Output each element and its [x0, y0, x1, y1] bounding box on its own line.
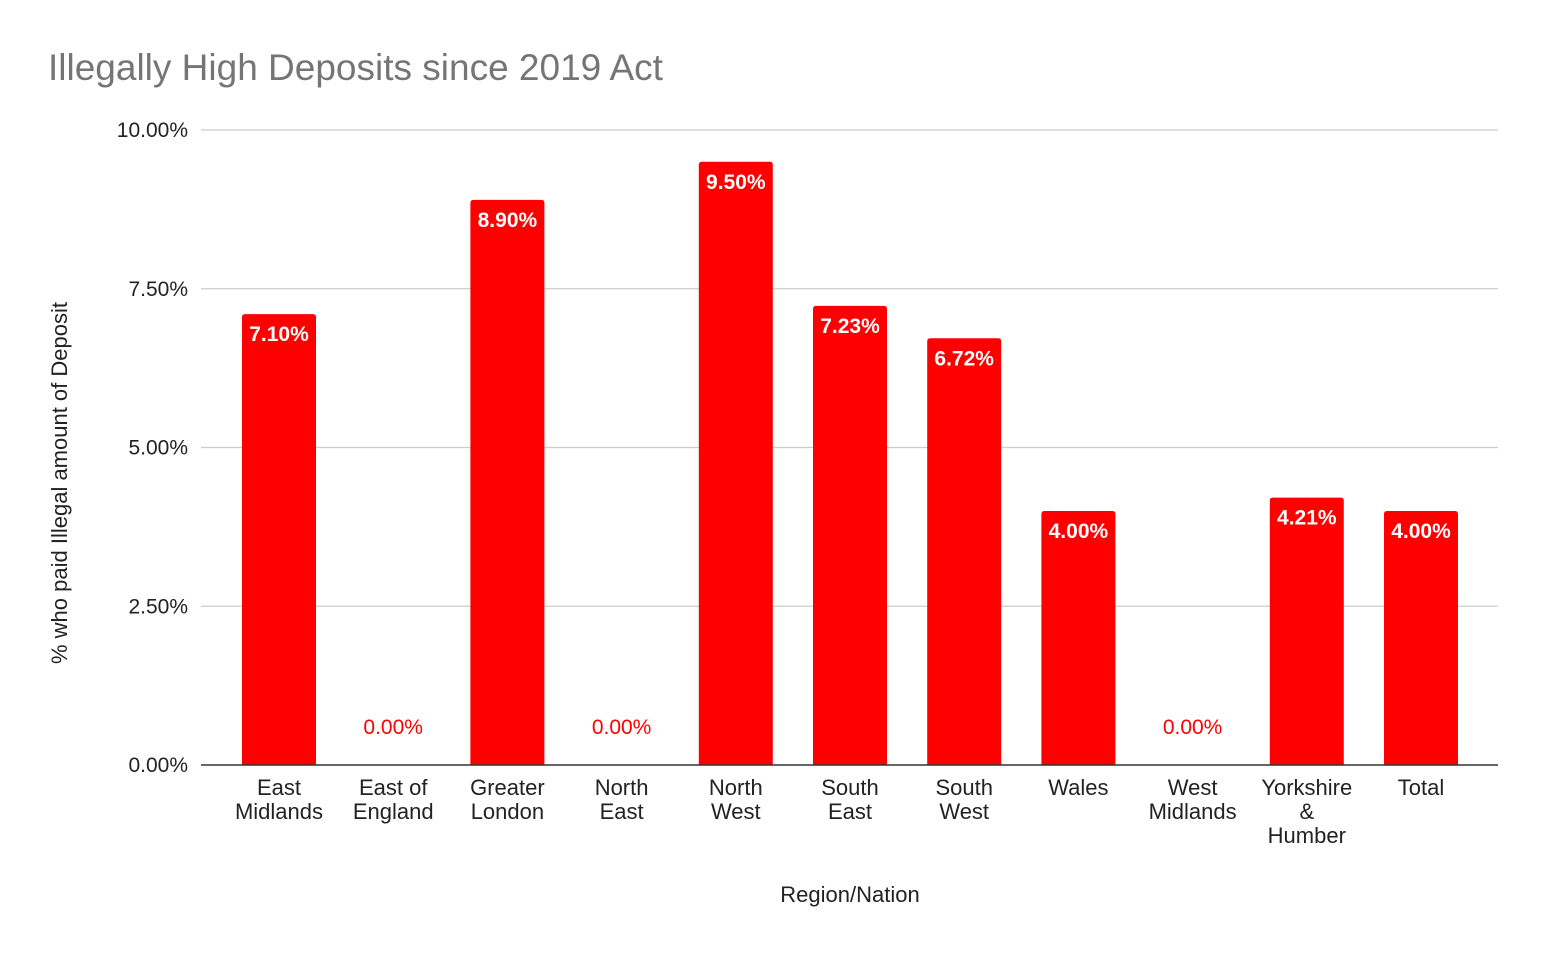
x-tick-label: North — [709, 775, 763, 800]
bar — [927, 338, 1002, 765]
y-tick-label: 5.00% — [128, 437, 188, 460]
x-tick-label: & — [1299, 799, 1314, 824]
x-tick-label: North — [595, 775, 649, 800]
data-label: 8.90% — [478, 209, 538, 232]
x-tick-label: Humber — [1268, 823, 1346, 848]
x-tick-label: East — [828, 799, 872, 824]
data-label: 9.50% — [706, 171, 766, 194]
data-label: 4.00% — [1049, 520, 1109, 543]
data-label: 6.72% — [934, 347, 994, 370]
bar — [470, 199, 545, 766]
data-label: 7.23% — [820, 315, 880, 338]
x-tick-label: London — [471, 799, 544, 824]
x-tick-label: Wales — [1048, 775, 1108, 800]
data-labels: 7.10% 0.00% 8.90% 0.00% 9.50% 7.23% 6.72% 4.00%… — [249, 171, 1451, 739]
x-tick-label: South — [821, 775, 879, 800]
x-tick-label: Greater — [470, 775, 545, 800]
x-tick-label: East — [600, 799, 644, 824]
y-axis-title: % who paid Illegal amount of Deposit — [47, 302, 72, 664]
y-axis-ticks: 0.00% 2.50% 5.00% 7.50% 10.00% — [117, 119, 188, 777]
bar — [813, 305, 887, 765]
x-tick-label: Midlands — [1149, 799, 1237, 824]
data-label: 4.21% — [1277, 507, 1337, 530]
data-label: 7.10% — [249, 323, 309, 346]
x-tick-label: East of — [359, 775, 428, 800]
data-label: 0.00% — [363, 716, 423, 739]
bar — [1041, 511, 1116, 765]
bar — [1269, 497, 1344, 765]
x-tick-label: Midlands — [235, 799, 323, 824]
y-tick-label: 0.00% — [128, 754, 188, 777]
x-tick-label: Total — [1398, 775, 1444, 800]
bar — [698, 161, 773, 765]
bar — [242, 314, 316, 765]
data-label: 0.00% — [592, 716, 652, 739]
x-tick-label: South — [935, 775, 993, 800]
chart-title: Illegally High Deposits since 2019 Act — [48, 47, 664, 88]
y-tick-label: 7.50% — [128, 278, 188, 301]
bar — [1384, 511, 1458, 765]
x-axis-title: Region/Nation — [780, 882, 919, 907]
data-label: 0.00% — [1163, 716, 1223, 739]
x-tick-label: England — [353, 799, 434, 824]
x-tick-label: West — [939, 799, 989, 824]
x-tick-label: West — [1168, 775, 1218, 800]
y-tick-label: 10.00% — [117, 119, 188, 142]
y-tick-label: 2.50% — [128, 595, 188, 618]
data-label: 4.00% — [1391, 520, 1451, 543]
x-tick-label: East — [257, 775, 301, 800]
bars — [242, 161, 1458, 766]
x-tick-label: West — [711, 799, 761, 824]
x-tick-label: Yorkshire — [1261, 775, 1352, 800]
